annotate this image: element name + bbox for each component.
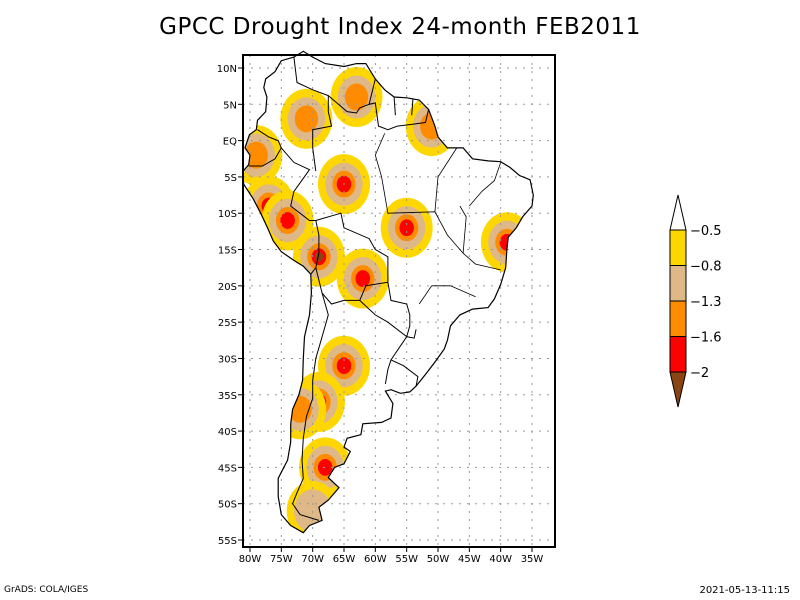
country-border	[394, 97, 395, 115]
y-tick-label: 35S	[218, 391, 237, 402]
y-tick-label: 25S	[218, 318, 237, 329]
x-tick-label: 35W	[521, 554, 544, 565]
y-tick-label: 55S	[218, 536, 237, 547]
timestamp: 2021-05-13-11:15	[699, 585, 790, 596]
x-tick-label: 60W	[364, 554, 387, 565]
drought-cell	[356, 270, 371, 287]
y-tick-label: 10N	[217, 64, 237, 75]
x-tick-label: 75W	[270, 554, 293, 565]
x-tick-label: 45W	[458, 554, 481, 565]
colorbar-label: −1.6	[690, 331, 722, 346]
y-tick-label: 5S	[224, 173, 237, 184]
colorbar-legend: −0.5 −0.8 −1.3 −1.6 −2	[670, 195, 722, 407]
colorbar-label: −1.3	[690, 295, 722, 310]
drought-cell	[399, 219, 414, 236]
colorbar-swatch	[670, 230, 686, 266]
x-tick-label: 65W	[333, 554, 356, 565]
colorbar-swatch	[670, 266, 686, 302]
y-axis: 10N 5N EQ 5S 10S 15S 20S 25S 30S 35S 40S 45S 50S 55S	[217, 64, 243, 547]
y-tick-label: 45S	[218, 463, 237, 474]
map-chart: 80W 75W 70W 65W 60W 55W 50W 45W 40W 35W 10N 5N EQ 5S…	[0, 0, 800, 600]
x-tick-label: 50W	[427, 554, 450, 565]
grads-credit: GrADS: COLA/IGES	[4, 585, 88, 595]
x-tick-label: 55W	[395, 554, 418, 565]
drought-cell	[280, 212, 295, 229]
state-border	[375, 133, 388, 213]
colorbar-swatch	[670, 301, 686, 337]
y-tick-label: 30S	[218, 354, 237, 365]
colorbar-top-arrow	[670, 195, 686, 230]
y-tick-label: 15S	[218, 246, 237, 257]
colorbar-label: −0.8	[690, 260, 722, 275]
state-border	[419, 286, 475, 304]
country-border	[385, 360, 418, 386]
y-tick-label: 50S	[218, 500, 237, 511]
y-tick-label: 20S	[218, 282, 237, 293]
y-tick-label: EQ	[223, 137, 237, 148]
colorbar-label: −0.5	[690, 224, 722, 239]
colorbar-bottom-arrow	[670, 372, 686, 407]
x-tick-label: 70W	[301, 554, 324, 565]
y-tick-label: 10S	[218, 209, 237, 220]
colorbar-swatch	[670, 337, 686, 373]
x-tick-label: 40W	[489, 554, 512, 565]
drought-cell	[295, 105, 318, 132]
state-border	[469, 162, 500, 206]
x-axis: 80W 75W 70W 65W 60W 55W 50W 45W 40W 35W	[239, 547, 544, 565]
x-tick-label: 80W	[239, 554, 262, 565]
y-tick-label: 40S	[218, 427, 237, 438]
state-border	[435, 148, 457, 212]
drought-fill-layer	[230, 67, 533, 541]
colorbar-label: −2	[690, 366, 709, 381]
y-tick-label: 5N	[223, 100, 237, 111]
